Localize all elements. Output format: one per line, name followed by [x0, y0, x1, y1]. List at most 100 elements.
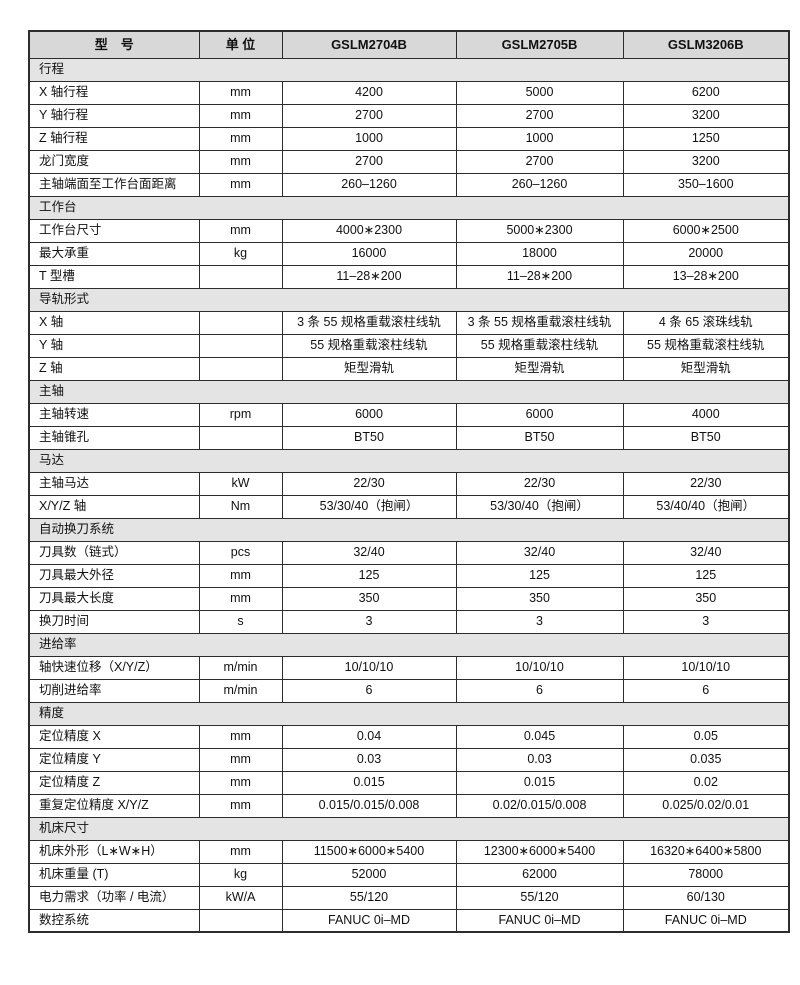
spec-label: 切削进给率 [28, 678, 200, 703]
spec-label: 定位精度 X [28, 724, 200, 749]
spec-value-model-3: 0.02 [622, 770, 790, 795]
spec-value-model-2: 6000 [455, 402, 624, 427]
section-row: 主轴 [28, 379, 790, 404]
header-model-2: GSLM2705B [455, 30, 624, 59]
spec-value-model-3: 3200 [622, 149, 790, 174]
spec-row: X/Y/Z 轴 Nm 53/30/40（抱闸） 53/30/40（抱闸） 53/40/4… [28, 494, 790, 519]
spec-unit: kg [198, 862, 283, 887]
section-row: 工作台 [28, 195, 790, 220]
spec-value-model-1: BT50 [281, 425, 457, 450]
spec-row: 刀具最大长度 mm 350 350 350 [28, 586, 790, 611]
spec-label: 龙门宽度 [28, 149, 200, 174]
spec-value-model-1: 55 规格重载滚柱线轨 [281, 333, 457, 358]
spec-value-model-1: FANUC 0i–MD [281, 908, 457, 933]
spec-unit: kW [198, 471, 283, 496]
spec-value-model-1: 3 条 55 规格重载滚柱线轨 [281, 310, 457, 335]
spec-label: 主轴转速 [28, 402, 200, 427]
spec-value-model-1: 3 [281, 609, 457, 634]
spec-table: 型 号 单 位 GSLM2704B GSLM2705B GSLM3206B 行程… [28, 30, 790, 933]
spec-unit: Nm [198, 494, 283, 519]
spec-value-model-3: 4 条 65 滚珠线轨 [622, 310, 790, 335]
spec-value-model-2: 11–28∗200 [455, 264, 624, 289]
spec-value-model-1: 0.015/0.015/0.008 [281, 793, 457, 818]
spec-unit [198, 264, 283, 289]
spec-unit: mm [198, 747, 283, 772]
spec-value-model-3: 350–1600 [622, 172, 790, 197]
spec-row: 主轴转速 rpm 6000 6000 4000 [28, 402, 790, 427]
spec-row: 切削进给率 m/min 6 6 6 [28, 678, 790, 703]
spec-value-model-1: 矩型滑轨 [281, 356, 457, 381]
spec-row: Y 轴行程 mm 2700 2700 3200 [28, 103, 790, 128]
spec-value-model-2: 10/10/10 [455, 655, 624, 680]
spec-row: 主轴锥孔 BT50 BT50 BT50 [28, 425, 790, 450]
spec-label: Y 轴 [28, 333, 200, 358]
spec-unit: mm [198, 724, 283, 749]
spec-value-model-1: 350 [281, 586, 457, 611]
spec-value-model-3: 0.025/0.02/0.01 [622, 793, 790, 818]
spec-value-model-1: 0.03 [281, 747, 457, 772]
spec-value-model-1: 6 [281, 678, 457, 703]
spec-value-model-3: 0.035 [622, 747, 790, 772]
header-model-label: 型 号 [28, 30, 200, 59]
spec-value-model-1: 55/120 [281, 885, 457, 910]
spec-value-model-3: 125 [622, 563, 790, 588]
spec-row: 主轴马达 kW 22/30 22/30 22/30 [28, 471, 790, 496]
spec-value-model-1: 0.04 [281, 724, 457, 749]
spec-value-model-2: 5000 [455, 80, 624, 105]
spec-value-model-2: 0.02/0.015/0.008 [455, 793, 624, 818]
spec-value-model-2: 5000∗2300 [455, 218, 624, 243]
spec-unit: mm [198, 839, 283, 864]
spec-value-model-2: FANUC 0i–MD [455, 908, 624, 933]
spec-label: 定位精度 Z [28, 770, 200, 795]
spec-row: 主轴端面至工作台面距离 mm 260–1260 260–1260 350–1600 [28, 172, 790, 197]
section-row: 自动换刀系统 [28, 517, 790, 542]
spec-unit: mm [198, 126, 283, 151]
spec-label: Z 轴 [28, 356, 200, 381]
spec-value-model-1: 6000 [281, 402, 457, 427]
spec-unit: rpm [198, 402, 283, 427]
section-title: 行程 [28, 57, 790, 82]
spec-value-model-3: BT50 [622, 425, 790, 450]
spec-value-model-2: 1000 [455, 126, 624, 151]
spec-label: 刀具数（链式） [28, 540, 200, 565]
section-title: 马达 [28, 448, 790, 473]
spec-unit: mm [198, 80, 283, 105]
spec-row: 换刀时间 s 3 3 3 [28, 609, 790, 634]
spec-row: 机床外形（L∗W∗H） mm 11500∗6000∗5400 12300∗6000∗5… [28, 839, 790, 864]
section-row: 导轨形式 [28, 287, 790, 312]
spec-value-model-3: 1250 [622, 126, 790, 151]
spec-label: 换刀时间 [28, 609, 200, 634]
spec-unit: mm [198, 149, 283, 174]
section-title: 导轨形式 [28, 287, 790, 312]
spec-value-model-1: 260–1260 [281, 172, 457, 197]
section-title: 主轴 [28, 379, 790, 404]
spec-unit [198, 310, 283, 335]
spec-value-model-2: 12300∗6000∗5400 [455, 839, 624, 864]
spec-unit: m/min [198, 678, 283, 703]
spec-value-model-3: 6 [622, 678, 790, 703]
section-title: 工作台 [28, 195, 790, 220]
spec-value-model-3: 60/130 [622, 885, 790, 910]
spec-label: 工作台尺寸 [28, 218, 200, 243]
spec-value-model-1: 10/10/10 [281, 655, 457, 680]
section-title: 进给率 [28, 632, 790, 657]
spec-value-model-3: 350 [622, 586, 790, 611]
spec-value-model-1: 16000 [281, 241, 457, 266]
spec-value-model-1: 125 [281, 563, 457, 588]
spec-value-model-3: 10/10/10 [622, 655, 790, 680]
spec-value-model-2: 125 [455, 563, 624, 588]
spec-label: X 轴行程 [28, 80, 200, 105]
spec-value-model-1: 4000∗2300 [281, 218, 457, 243]
spec-value-model-2: 55 规格重载滚柱线轨 [455, 333, 624, 358]
spec-label: 刀具最大长度 [28, 586, 200, 611]
spec-value-model-2: 350 [455, 586, 624, 611]
spec-unit: mm [198, 218, 283, 243]
section-row: 精度 [28, 701, 790, 726]
spec-value-model-2: 0.03 [455, 747, 624, 772]
header-row: 型 号 单 位 GSLM2704B GSLM2705B GSLM3206B [28, 30, 790, 59]
spec-value-model-3: 3 [622, 609, 790, 634]
spec-unit: m/min [198, 655, 283, 680]
spec-value-model-1: 4200 [281, 80, 457, 105]
